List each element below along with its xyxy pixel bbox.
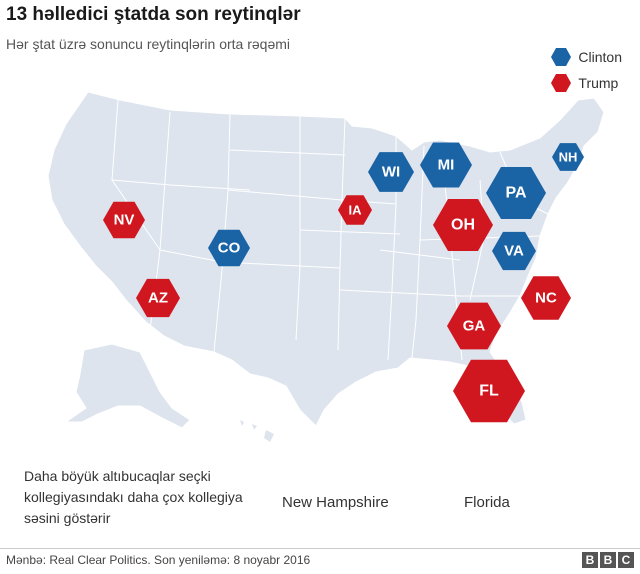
- state-code-label: FL: [479, 383, 499, 400]
- state-hex-shape: [338, 195, 372, 225]
- state-hex-shape: [136, 278, 180, 318]
- legend-item-trump: Trump: [550, 70, 622, 96]
- state-hex-shape: [420, 142, 472, 188]
- state-hex-mi: MI: [420, 142, 472, 188]
- state-hex-shape: [368, 152, 414, 192]
- footer-divider: [0, 548, 640, 549]
- state-code-label: PA: [505, 185, 526, 202]
- legend-label-trump: Trump: [578, 75, 619, 91]
- state-code-label: CO: [218, 240, 241, 257]
- state-hex-nh: NH: [552, 143, 584, 171]
- clinton-hex-icon: [551, 48, 572, 66]
- state-hex-shape: [492, 231, 536, 271]
- state-hex-shape: [103, 201, 145, 239]
- bbc-logo: B B C: [582, 552, 634, 568]
- legend-item-clinton: Clinton: [550, 44, 622, 70]
- state-code-label: VA: [504, 243, 524, 260]
- hawaii-shape: [240, 420, 274, 442]
- example-label-new-hampshire: New Hampshire: [282, 494, 389, 511]
- state-hex-va: VA: [492, 231, 536, 271]
- legend: Clinton Trump: [550, 44, 622, 96]
- state-hex-shape: [521, 276, 571, 320]
- bbc-logo-letter: B: [600, 552, 616, 568]
- alaska-shape: [64, 343, 191, 429]
- state-hex-pa: PA: [486, 167, 546, 219]
- state-code-label: NH: [559, 150, 578, 165]
- state-hex-shape: [208, 229, 250, 267]
- state-code-label: GA: [463, 318, 486, 335]
- state-hex-shape: [453, 359, 525, 423]
- state-hex-nv: NV: [103, 201, 145, 239]
- state-hex-oh: OH: [433, 199, 493, 251]
- source-note: Mənbə: Real Clear Politics. Son yeniləmə…: [6, 553, 311, 567]
- trump-hex-icon: [551, 74, 572, 92]
- state-hex-fl: FL: [453, 359, 525, 423]
- chart-title: 13 həlledici ştatda son reytinqlər: [6, 4, 301, 25]
- state-code-label: OH: [451, 217, 475, 234]
- state-hex-nc: NC: [521, 276, 571, 320]
- state-hex-az: AZ: [136, 278, 180, 318]
- state-hex-ga: GA: [447, 302, 501, 350]
- state-code-label: IA: [349, 203, 363, 218]
- state-code-label: AZ: [148, 290, 168, 307]
- chart-subtitle: Hər ştat üzrə sonuncu reytinqlərin orta …: [6, 36, 291, 52]
- state-hex-shape: [552, 143, 584, 171]
- state-hex-co: CO: [208, 229, 250, 267]
- state-hex-shape: [433, 199, 493, 251]
- state-code-label: WI: [382, 164, 400, 181]
- bbc-logo-letter: B: [582, 552, 598, 568]
- state-hex-ia: IA: [338, 195, 372, 225]
- state-code-label: NC: [535, 290, 557, 307]
- state-code-label: NV: [114, 212, 135, 229]
- legend-label-clinton: Clinton: [578, 49, 622, 65]
- size-note: Daha böyük altıbucaqlar seçki kollegiyas…: [24, 468, 243, 526]
- state-hex-wi: WI: [368, 152, 414, 192]
- state-hex-shape: [486, 167, 546, 219]
- state-hexagons: NV AZ CO IA WI MI OH PA VA NH NC GA FL: [103, 142, 584, 423]
- state-hex-shape: [447, 302, 501, 350]
- bbc-logo-letter: C: [618, 552, 634, 568]
- state-code-label: MI: [438, 157, 455, 174]
- example-label-florida: Florida: [464, 494, 510, 511]
